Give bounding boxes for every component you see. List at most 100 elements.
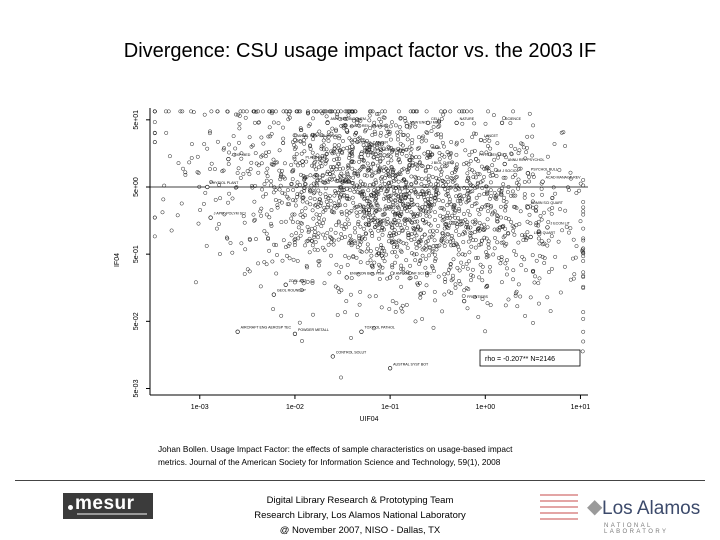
data-point: [540, 192, 544, 197]
data-point: [439, 116, 444, 121]
data-point: [361, 164, 366, 169]
data-point: [411, 227, 416, 232]
data-point: [330, 237, 335, 242]
data-point: [419, 163, 424, 168]
data-point: [370, 263, 375, 268]
data-point: [457, 233, 462, 238]
data-point: [243, 247, 248, 252]
data-point: [357, 238, 362, 243]
data-point: [214, 226, 219, 231]
data-point: [413, 174, 418, 179]
data-point: [439, 109, 443, 114]
data-point: [418, 228, 423, 233]
data-point: [501, 198, 506, 203]
labeled-point: [344, 128, 349, 133]
data-point: [545, 243, 550, 248]
data-point: [373, 132, 378, 136]
data-point: [414, 252, 419, 257]
data-point: [268, 134, 273, 139]
data-point: [316, 188, 321, 193]
data-point: [484, 203, 489, 207]
data-point: [358, 260, 363, 265]
data-point: [270, 162, 275, 167]
data-point: [416, 135, 421, 140]
data-point: [452, 203, 457, 207]
data-point: [446, 271, 451, 276]
data-point: [516, 177, 521, 182]
data-point: [351, 175, 356, 180]
data-point: [315, 222, 320, 227]
data-point: [559, 130, 564, 135]
data-point: [453, 220, 458, 225]
data-point: [460, 121, 465, 126]
data-point: [378, 158, 383, 163]
data-point: [323, 208, 328, 212]
data-point: [486, 242, 491, 247]
data-point: [514, 181, 519, 185]
data-point: [390, 271, 395, 276]
data-point: [531, 123, 536, 128]
data-point: [539, 239, 544, 243]
data-point: [377, 117, 382, 122]
data-point: [521, 145, 526, 150]
data-point: [387, 180, 392, 185]
data-point: [563, 208, 568, 213]
data-point: [292, 238, 297, 242]
data-point: [370, 234, 375, 238]
data-point: [326, 196, 331, 200]
data-point: [464, 200, 469, 205]
data-point: [375, 163, 380, 168]
data-point: [468, 235, 473, 240]
data-point: [308, 173, 313, 178]
data-point: [509, 151, 514, 156]
data-point: [432, 186, 437, 191]
data-point: [411, 163, 415, 168]
data-point: [561, 130, 566, 135]
data-point: [531, 174, 536, 179]
data-point: [413, 191, 418, 196]
data-point: [293, 145, 298, 150]
data-point: [217, 183, 222, 187]
data-point: [366, 165, 371, 170]
data-point: [347, 175, 352, 180]
data-point: [449, 140, 454, 145]
data-point: [360, 194, 365, 199]
data-point: [357, 236, 362, 241]
data-point: [316, 231, 321, 236]
data-point: [376, 207, 381, 212]
data-point: [488, 180, 493, 185]
data-point: [525, 146, 530, 150]
data-point: [581, 339, 586, 344]
data-point: [400, 303, 405, 308]
data-point: [405, 270, 410, 275]
data-point: [445, 175, 450, 180]
data-point: [380, 212, 385, 217]
data-point: [425, 273, 429, 278]
data-point: [454, 162, 459, 167]
data-point: [317, 200, 322, 204]
data-point: [231, 134, 236, 139]
data-point: [378, 148, 383, 153]
data-point: [432, 238, 437, 243]
data-point: [259, 135, 264, 140]
data-point: [202, 112, 207, 117]
data-point: [374, 180, 379, 185]
data-point: [404, 302, 409, 307]
data-point: [302, 149, 307, 154]
data-point: [406, 217, 411, 222]
data-point: [454, 165, 459, 170]
data-point: [341, 139, 345, 143]
data-point: [312, 185, 317, 190]
data-point: [436, 176, 441, 181]
data-point: [227, 191, 232, 196]
data-point: [324, 171, 329, 176]
data-point: [209, 180, 214, 185]
data-point: [391, 245, 396, 249]
data-point: [442, 243, 447, 248]
data-point: [399, 249, 404, 254]
data-point: [503, 208, 508, 213]
data-point: [437, 123, 442, 128]
data-point: [428, 153, 433, 157]
data-point: [345, 217, 350, 222]
data-point: [332, 193, 337, 198]
